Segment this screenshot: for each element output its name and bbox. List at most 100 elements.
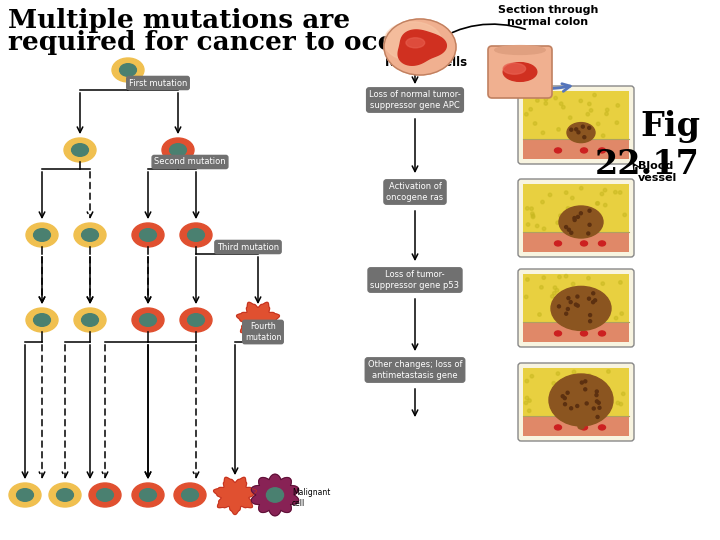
Ellipse shape	[112, 58, 144, 82]
Ellipse shape	[579, 99, 582, 103]
Ellipse shape	[570, 231, 573, 234]
Ellipse shape	[49, 483, 81, 507]
Ellipse shape	[603, 204, 607, 207]
FancyBboxPatch shape	[523, 417, 629, 436]
Ellipse shape	[588, 374, 590, 377]
Ellipse shape	[544, 102, 547, 105]
Ellipse shape	[74, 308, 106, 332]
Ellipse shape	[619, 402, 623, 406]
Text: Loss of tumor-
suppressor gene p53: Loss of tumor- suppressor gene p53	[371, 271, 459, 289]
Polygon shape	[398, 30, 446, 65]
Ellipse shape	[567, 228, 570, 231]
Ellipse shape	[573, 217, 576, 220]
Ellipse shape	[564, 274, 568, 278]
Ellipse shape	[601, 134, 605, 138]
Ellipse shape	[618, 191, 622, 194]
Ellipse shape	[580, 425, 588, 430]
Ellipse shape	[526, 223, 530, 226]
Ellipse shape	[542, 227, 546, 231]
Ellipse shape	[565, 298, 568, 302]
Ellipse shape	[34, 314, 50, 326]
Ellipse shape	[180, 308, 212, 332]
Ellipse shape	[549, 374, 613, 426]
Ellipse shape	[406, 38, 425, 48]
Ellipse shape	[266, 488, 284, 502]
Text: Second mutation: Second mutation	[154, 158, 226, 166]
Text: Section through
normal colon: Section through normal colon	[498, 5, 598, 26]
Ellipse shape	[174, 483, 206, 507]
Ellipse shape	[559, 206, 603, 238]
Ellipse shape	[132, 308, 164, 332]
Ellipse shape	[554, 148, 562, 153]
Ellipse shape	[559, 214, 562, 218]
Ellipse shape	[541, 131, 544, 134]
Ellipse shape	[531, 212, 534, 215]
Ellipse shape	[616, 401, 620, 404]
Ellipse shape	[57, 489, 73, 501]
Ellipse shape	[26, 308, 58, 332]
Ellipse shape	[620, 312, 624, 315]
Ellipse shape	[595, 400, 598, 403]
Ellipse shape	[34, 229, 50, 241]
Ellipse shape	[550, 397, 554, 400]
Ellipse shape	[598, 401, 600, 404]
Ellipse shape	[170, 144, 186, 156]
Ellipse shape	[534, 122, 537, 125]
Ellipse shape	[576, 295, 579, 298]
Ellipse shape	[616, 104, 619, 107]
Ellipse shape	[558, 275, 561, 279]
Ellipse shape	[89, 483, 121, 507]
Ellipse shape	[600, 192, 603, 195]
Ellipse shape	[576, 404, 579, 408]
Ellipse shape	[595, 303, 598, 307]
Ellipse shape	[588, 297, 590, 300]
Ellipse shape	[598, 241, 606, 246]
Ellipse shape	[571, 316, 575, 320]
Ellipse shape	[570, 401, 574, 404]
Ellipse shape	[606, 108, 609, 112]
Ellipse shape	[188, 314, 204, 326]
Ellipse shape	[606, 409, 609, 412]
Ellipse shape	[552, 382, 555, 385]
Ellipse shape	[589, 320, 592, 323]
Ellipse shape	[580, 381, 583, 384]
Ellipse shape	[526, 207, 529, 210]
Ellipse shape	[26, 223, 58, 247]
Ellipse shape	[615, 121, 618, 124]
Ellipse shape	[557, 305, 560, 308]
Ellipse shape	[81, 229, 99, 241]
Ellipse shape	[525, 396, 528, 400]
Text: Loss of normal tumor-
suppressor gene APC: Loss of normal tumor- suppressor gene AP…	[369, 90, 461, 110]
Ellipse shape	[586, 112, 590, 116]
Ellipse shape	[536, 224, 539, 228]
Ellipse shape	[564, 191, 568, 194]
Ellipse shape	[584, 388, 587, 391]
Ellipse shape	[574, 125, 577, 129]
Ellipse shape	[544, 98, 548, 101]
Ellipse shape	[575, 128, 577, 131]
Ellipse shape	[554, 96, 557, 100]
Ellipse shape	[588, 314, 592, 316]
Ellipse shape	[582, 136, 586, 139]
Ellipse shape	[585, 378, 589, 382]
Ellipse shape	[384, 19, 456, 75]
Ellipse shape	[585, 402, 588, 405]
Ellipse shape	[562, 386, 566, 389]
Ellipse shape	[607, 370, 610, 373]
Ellipse shape	[587, 232, 590, 235]
Ellipse shape	[567, 123, 595, 143]
Ellipse shape	[567, 307, 570, 310]
Ellipse shape	[538, 313, 541, 316]
Ellipse shape	[530, 374, 534, 378]
Ellipse shape	[525, 379, 528, 383]
Ellipse shape	[605, 112, 608, 116]
Ellipse shape	[180, 223, 212, 247]
Ellipse shape	[588, 102, 591, 106]
Ellipse shape	[570, 196, 574, 200]
Ellipse shape	[570, 301, 574, 305]
Text: Multiple mutations are: Multiple mutations are	[8, 8, 350, 33]
Ellipse shape	[528, 409, 531, 413]
Ellipse shape	[96, 489, 114, 501]
Ellipse shape	[593, 299, 597, 302]
Ellipse shape	[593, 93, 596, 97]
